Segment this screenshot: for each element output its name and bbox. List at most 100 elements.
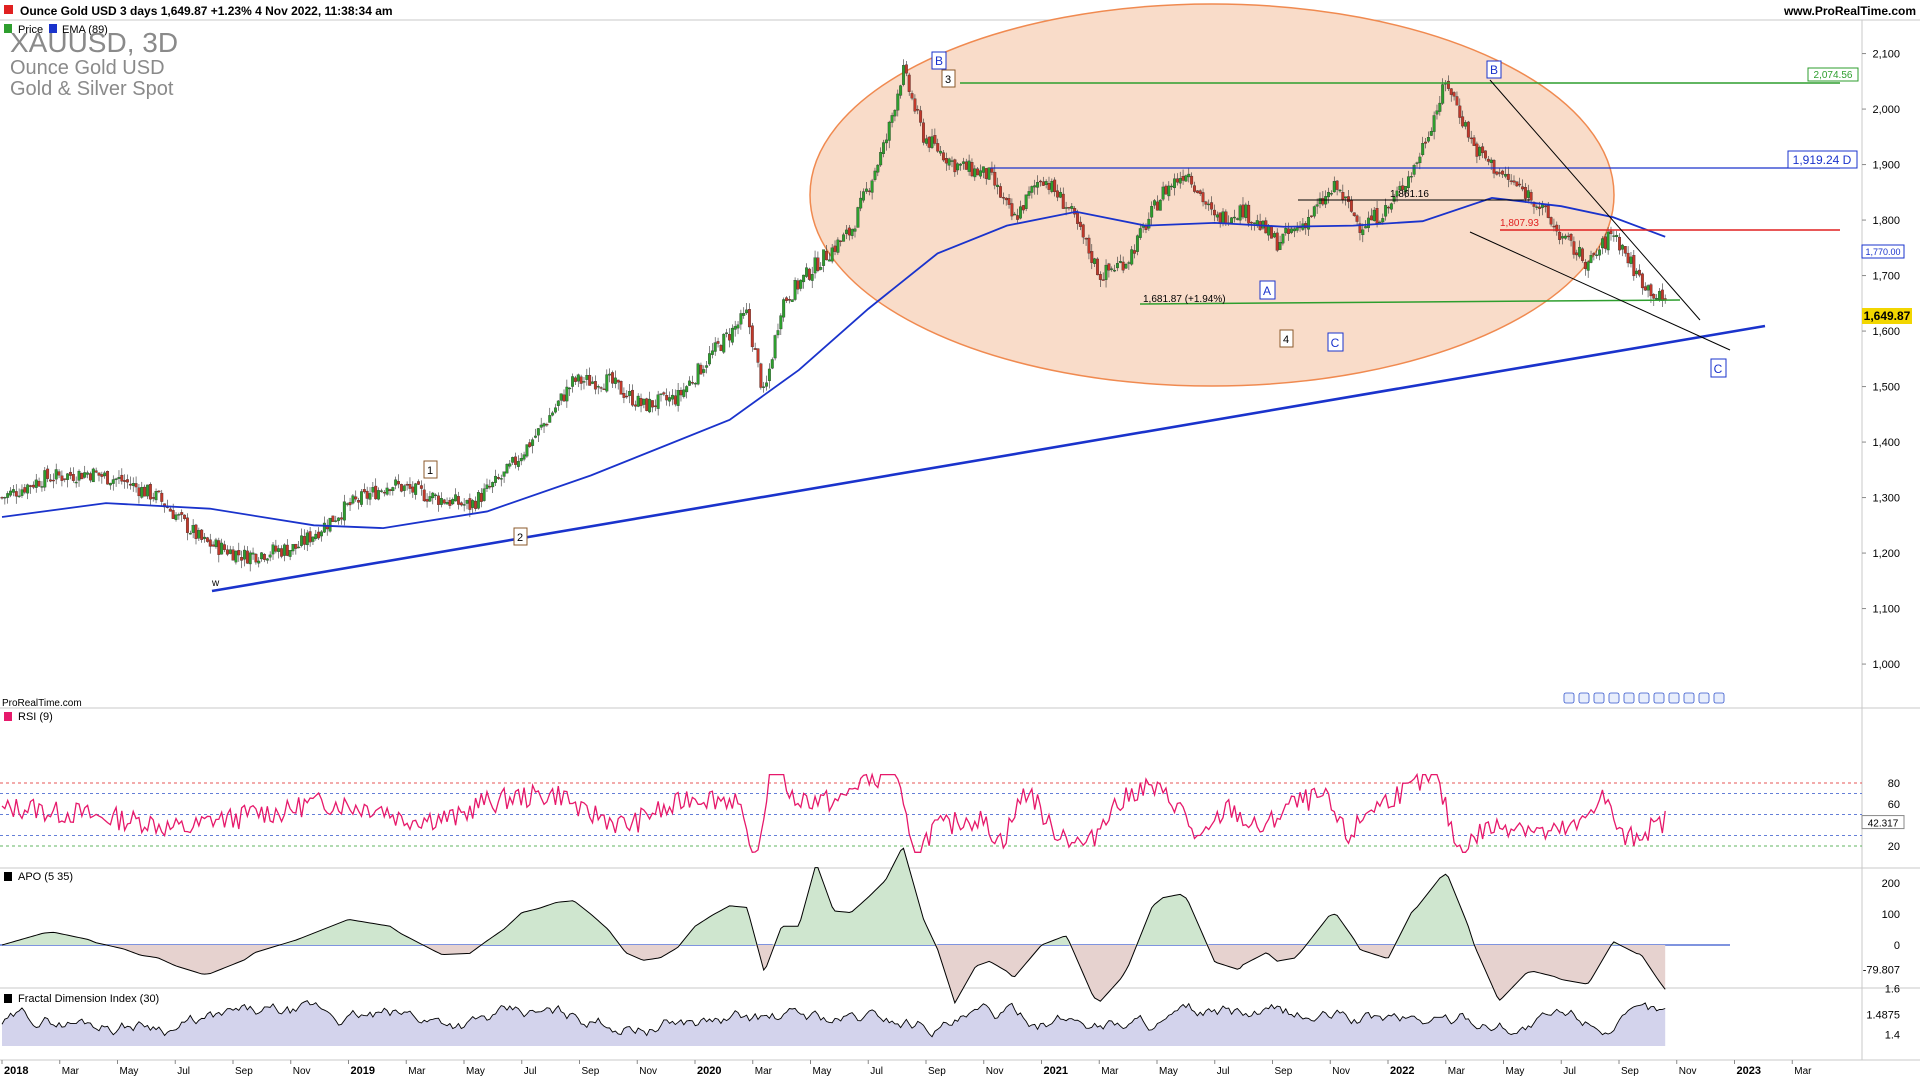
long-term-trendline[interactable] (211, 324, 1766, 593)
ema-line[interactable] (1, 196, 1666, 529)
candle-body (539, 424, 543, 428)
candle-body (984, 168, 988, 179)
candle-body (856, 207, 860, 228)
candle-body (451, 499, 455, 505)
panel-tool-icons[interactable] (1563, 692, 1725, 704)
time-tick-label: Nov (1679, 1066, 1697, 1077)
candle-body (1409, 176, 1413, 178)
panel-tool-icon[interactable] (1578, 692, 1590, 704)
support-level-line[interactable] (1139, 299, 1681, 305)
candle-body (411, 486, 415, 493)
candle-body (1438, 102, 1442, 112)
candle-body (1435, 110, 1439, 115)
candle-body (1509, 180, 1513, 182)
candle-body (762, 386, 766, 388)
panel-tool-icon[interactable] (1563, 692, 1575, 704)
candle-body (747, 309, 751, 328)
rsi-title[interactable]: RSI (9) (18, 711, 53, 723)
candle-body (1361, 229, 1365, 236)
panel-tool-icon[interactable] (1623, 692, 1635, 704)
candle-body (1007, 198, 1011, 205)
candle-body (682, 389, 686, 397)
candle-body (887, 121, 891, 141)
panel-tool-icon[interactable] (1593, 692, 1605, 704)
rsi-panel[interactable]: 8060402042.317 (0, 772, 1905, 853)
candle-body (140, 487, 144, 498)
rsi-tick-label: 60 (1888, 799, 1900, 811)
fdi-line[interactable] (1, 1000, 1666, 1038)
candle-body (382, 491, 386, 494)
legend-price-label[interactable]: Price (18, 24, 43, 36)
candle-body (1384, 205, 1388, 217)
price-panel[interactable] (0, 59, 1667, 572)
fdi-panel[interactable]: 1.6 1.4875 1.4 (1, 984, 1900, 1047)
candle-body (54, 469, 58, 480)
candle-body (511, 457, 515, 463)
candle-body (322, 522, 326, 533)
candle-body (1364, 226, 1368, 229)
candle-body (1578, 246, 1582, 257)
panel-tool-icon[interactable] (1683, 692, 1695, 704)
panel-tool-icon[interactable] (1653, 692, 1665, 704)
panel-tool-icon[interactable] (1638, 692, 1650, 704)
candle-body (1270, 226, 1273, 239)
candle-body (1010, 203, 1014, 217)
candle-body (1190, 175, 1194, 185)
candle-body (882, 142, 885, 155)
candle-body (277, 548, 281, 552)
candle-body (802, 274, 806, 283)
candle-body (1355, 215, 1359, 222)
apo-panel[interactable]: 200 100 0 -79.807 (0, 847, 1900, 1005)
candle-body (1518, 183, 1522, 186)
panel-tool-icon[interactable] (1713, 692, 1725, 704)
candle-body (1050, 180, 1054, 192)
candle-body (348, 502, 352, 506)
candle-body (693, 383, 697, 385)
wedge-upper-line[interactable] (1489, 79, 1701, 321)
candle-body (833, 245, 837, 252)
candle-body (368, 493, 372, 500)
candle-body (1606, 231, 1610, 251)
legend-ema-label[interactable]: EMA (89) (62, 24, 108, 36)
candle-body (1150, 206, 1154, 218)
candle-body (1004, 197, 1008, 201)
candle-body (237, 550, 241, 556)
apo-title[interactable]: APO (5 35) (18, 871, 73, 883)
candle-body (476, 492, 480, 509)
candle-body (1432, 115, 1436, 132)
candle-body (916, 109, 920, 111)
candle-body (11, 489, 15, 493)
panel-tool-icon[interactable] (1668, 692, 1680, 704)
candle-body (1609, 230, 1613, 235)
candle-body (1173, 178, 1176, 189)
apo-line[interactable] (1, 847, 1666, 1005)
candle-body (1349, 199, 1353, 212)
candle-body (1087, 237, 1091, 254)
candle-body (86, 472, 90, 475)
candle-body (685, 386, 689, 393)
panel-tool-icon[interactable] (1608, 692, 1620, 704)
candle-body (1312, 206, 1316, 217)
candle-body (1583, 262, 1587, 269)
candle-body (961, 161, 965, 164)
wedge-lower-line[interactable] (1469, 231, 1731, 351)
candle-body (656, 394, 660, 409)
candle-body (1198, 190, 1202, 194)
candle-body (970, 162, 974, 177)
candle-body (733, 326, 737, 330)
candle-body (123, 480, 127, 482)
candle-body (1081, 224, 1085, 238)
fdi-title[interactable]: Fractal Dimension Index (30) (18, 993, 159, 1005)
candle-body (853, 228, 857, 232)
price-tick-label: 1,300 (1872, 493, 1900, 505)
candle-body (876, 164, 880, 173)
chart-type-icon[interactable] (4, 5, 13, 14)
rsi-line[interactable] (1, 772, 1666, 853)
candle-body (69, 471, 72, 476)
panel-tool-icon[interactable] (1698, 692, 1710, 704)
candle-body (807, 268, 811, 280)
candle-body (77, 470, 81, 481)
candle-body (939, 150, 943, 154)
